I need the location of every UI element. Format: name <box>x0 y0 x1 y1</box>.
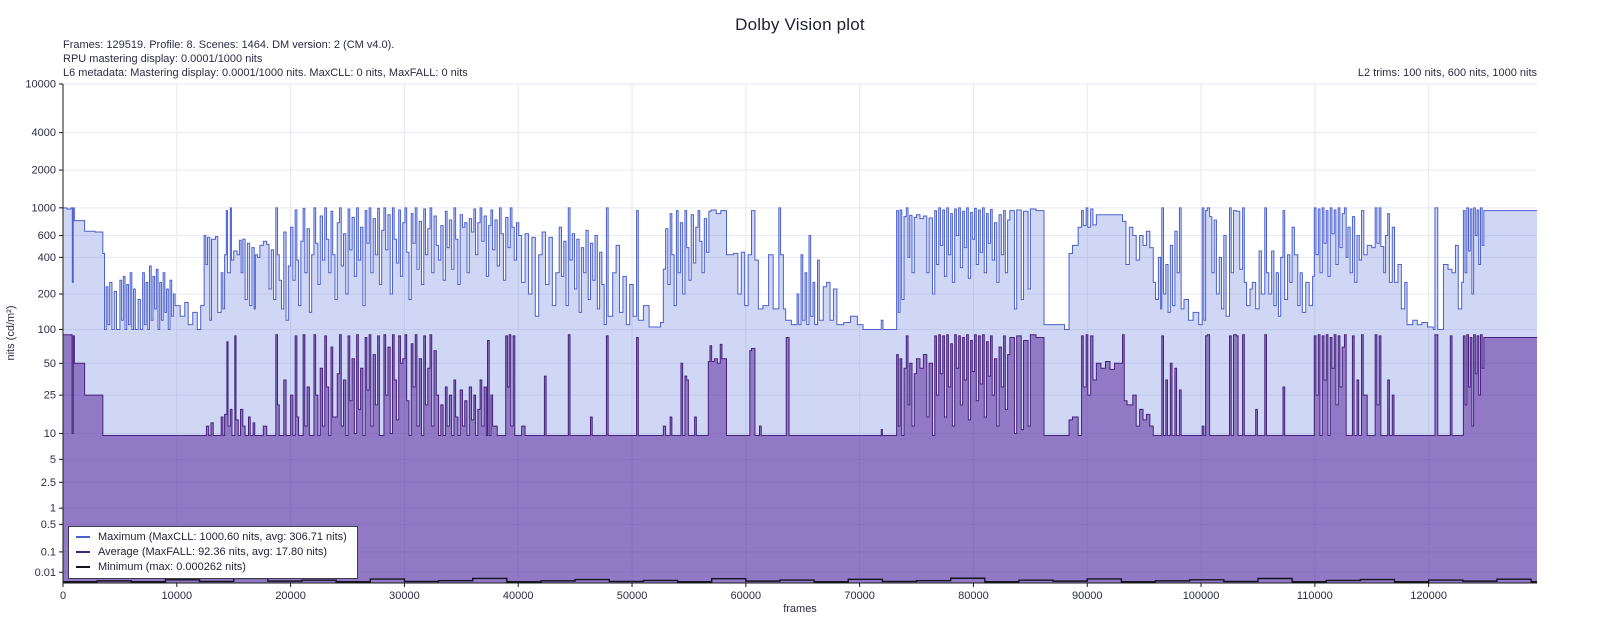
x-tick-label: 60000 <box>731 590 762 602</box>
x-tick-label: 10000 <box>162 590 193 602</box>
x-tick-label: 70000 <box>844 590 875 602</box>
y-tick-label: 4000 <box>32 127 56 139</box>
legend-label-minimum: Minimum (max: 0.000262 nits) <box>98 561 246 573</box>
y-tick-label: 25 <box>44 390 56 402</box>
y-tick-label: 400 <box>38 252 56 264</box>
series-minimum-line <box>63 577 1537 583</box>
legend-entry-average: Average (MaxFALL: 92.36 nits, avg: 17.80… <box>76 546 347 558</box>
y-tick-label: 50 <box>44 358 56 370</box>
legend-entry-maximum: Maximum (MaxCLL: 1000.60 nits, avg: 306.… <box>76 531 347 543</box>
x-tick-label: 40000 <box>503 590 534 602</box>
series-maximum-line <box>63 207 1537 330</box>
legend-label-maximum: Maximum (MaxCLL: 1000.60 nits, avg: 306.… <box>98 531 347 543</box>
y-tick-label: 1 <box>50 503 56 515</box>
y-axis-label: nits (cd/m²) <box>5 306 17 361</box>
x-tick-label: 80000 <box>958 590 989 602</box>
page-title: Dolby Vision plot <box>735 15 865 34</box>
series-average <box>63 334 1537 583</box>
y-tick-label: 0.01 <box>35 567 56 579</box>
y-tick-label: 10 <box>44 428 56 440</box>
series-minimum <box>63 577 1537 583</box>
series-average-line <box>63 334 1537 436</box>
x-tick-label: 120000 <box>1410 590 1447 602</box>
x-tick-label: 0 <box>60 590 66 602</box>
legend-label-average: Average (MaxFALL: 92.36 nits, avg: 17.80… <box>98 546 328 558</box>
x-tick-label: 50000 <box>617 590 648 602</box>
x-axis-label: frames <box>783 603 817 615</box>
y-tick-label: 5 <box>50 454 56 466</box>
y-tick-label: 600 <box>38 230 56 242</box>
minimum-series-swatch-icon <box>76 566 90 568</box>
metadata-line-frames: Frames: 129519. Profile: 8. Scenes: 1464… <box>63 39 395 51</box>
x-tick-label: 20000 <box>275 590 306 602</box>
x-tick-label: 110000 <box>1297 590 1333 602</box>
metadata-line-rpu: RPU mastering display: 0.0001/1000 nits <box>63 53 263 65</box>
x-tick-label: 30000 <box>389 590 420 602</box>
y-tick-label: 2000 <box>32 165 56 177</box>
y-tick-label: 100 <box>38 324 56 336</box>
y-tick-label: 0.1 <box>41 546 56 558</box>
l2-trims-label: L2 trims: 100 nits, 600 nits, 1000 nits <box>1357 67 1537 79</box>
chart-plot-area: 1000040002000100060040020010050251052.51… <box>25 79 1537 602</box>
y-tick-label: 1000 <box>32 202 56 214</box>
chart-legend: Maximum (MaxCLL: 1000.60 nits, avg: 306.… <box>68 526 358 579</box>
y-tick-label: 2.5 <box>41 477 56 489</box>
maximum-series-swatch-icon <box>76 536 90 538</box>
axes: 1000040002000100060040020010050251052.51… <box>25 79 1537 602</box>
y-tick-label: 0.5 <box>41 519 56 531</box>
legend-entry-minimum: Minimum (max: 0.000262 nits) <box>76 561 347 573</box>
y-tick-label: 200 <box>38 289 56 301</box>
metadata-line-l6: L6 metadata: Mastering display: 0.0001/1… <box>63 67 468 79</box>
x-tick-label: 90000 <box>1072 590 1103 602</box>
average-series-swatch-icon <box>76 551 90 553</box>
x-tick-label: 100000 <box>1183 590 1220 602</box>
y-tick-label: 10000 <box>25 79 56 91</box>
